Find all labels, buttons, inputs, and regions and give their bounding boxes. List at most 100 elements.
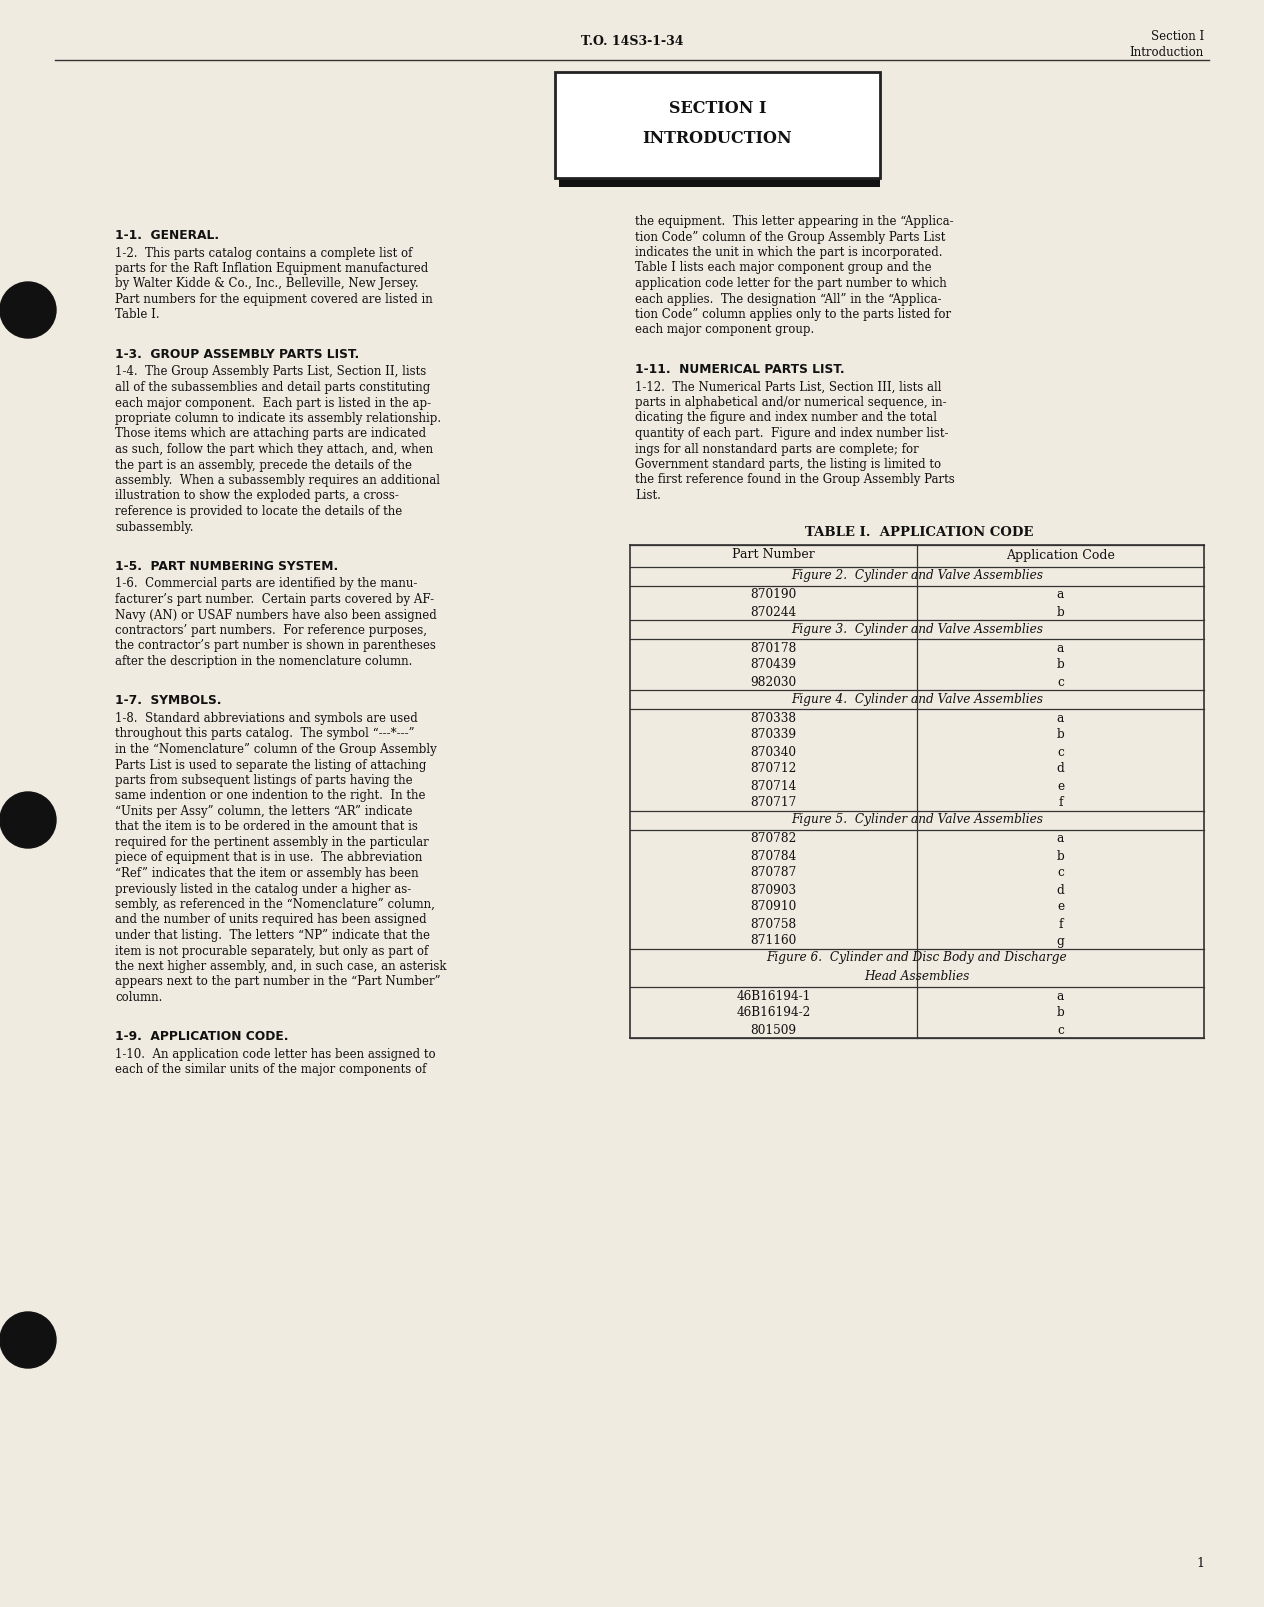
Text: d: d — [1057, 762, 1064, 776]
Text: a: a — [1057, 641, 1064, 654]
Text: as such, follow the part which they attach, and, when: as such, follow the part which they atta… — [115, 444, 434, 456]
Text: 46B16194-1: 46B16194-1 — [737, 990, 810, 1003]
Text: all of the subassemblies and detail parts constituting: all of the subassemblies and detail part… — [115, 381, 430, 394]
Text: parts for the Raft Inflation Equipment manufactured: parts for the Raft Inflation Equipment m… — [115, 262, 428, 275]
Text: reference is provided to locate the details of the: reference is provided to locate the deta… — [115, 505, 402, 517]
Text: propriate column to indicate its assembly relationship.: propriate column to indicate its assembl… — [115, 411, 441, 424]
Text: Navy (AN) or USAF numbers have also been assigned: Navy (AN) or USAF numbers have also been… — [115, 609, 437, 622]
Text: 1-10.  An application code letter has been assigned to: 1-10. An application code letter has bee… — [115, 1048, 436, 1061]
Text: 870338: 870338 — [751, 712, 796, 725]
Text: indicates the unit in which the part is incorporated.: indicates the unit in which the part is … — [635, 246, 943, 259]
Text: Figure 6.  Cylinder and Disc Body and Discharge: Figure 6. Cylinder and Disc Body and Dis… — [767, 951, 1067, 964]
Text: the next higher assembly, and, in such case, an asterisk: the next higher assembly, and, in such c… — [115, 959, 446, 972]
Text: INTRODUCTION: INTRODUCTION — [642, 130, 793, 146]
Circle shape — [0, 1311, 56, 1368]
Text: the first reference found in the Group Assembly Parts: the first reference found in the Group A… — [635, 474, 954, 487]
Text: throughout this parts catalog.  The symbol “---*---”: throughout this parts catalog. The symbo… — [115, 728, 415, 741]
Text: SECTION I: SECTION I — [669, 100, 766, 117]
Text: 870782: 870782 — [751, 832, 796, 845]
Text: the equipment.  This letter appearing in the “Applica-: the equipment. This letter appearing in … — [635, 215, 953, 228]
Text: each major component group.: each major component group. — [635, 323, 814, 336]
Text: required for the pertinent assembly in the particular: required for the pertinent assembly in t… — [115, 836, 428, 848]
Text: g: g — [1057, 935, 1064, 948]
Text: 982030: 982030 — [751, 675, 796, 688]
Text: a: a — [1057, 588, 1064, 601]
Text: after the description in the nomenclature column.: after the description in the nomenclatur… — [115, 656, 412, 669]
Text: parts from subsequent listings of parts having the: parts from subsequent listings of parts … — [115, 775, 412, 787]
Text: 1-6.  Commercial parts are identified by the manu-: 1-6. Commercial parts are identified by … — [115, 577, 417, 590]
Text: previously listed in the catalog under a higher as-: previously listed in the catalog under a… — [115, 882, 411, 895]
Text: Government standard parts, the listing is limited to: Government standard parts, the listing i… — [635, 458, 942, 471]
Text: 870244: 870244 — [751, 606, 796, 619]
Text: application code letter for the part number to which: application code letter for the part num… — [635, 276, 947, 289]
Text: 870439: 870439 — [751, 659, 796, 672]
Text: Figure 4.  Cylinder and Valve Assemblies: Figure 4. Cylinder and Valve Assemblies — [791, 693, 1043, 705]
Text: Parts List is used to separate the listing of attaching: Parts List is used to separate the listi… — [115, 759, 426, 771]
Text: c: c — [1057, 746, 1064, 759]
Text: b: b — [1057, 659, 1064, 672]
Text: by Walter Kidde & Co., Inc., Belleville, New Jersey.: by Walter Kidde & Co., Inc., Belleville,… — [115, 278, 418, 291]
Text: the part is an assembly, precede the details of the: the part is an assembly, precede the det… — [115, 458, 412, 471]
Text: 870758: 870758 — [751, 918, 796, 930]
Text: 870340: 870340 — [751, 746, 796, 759]
Text: appears next to the part number in the “Part Number”: appears next to the part number in the “… — [115, 975, 441, 988]
Bar — [555, 72, 880, 178]
Text: 1-7.  SYMBOLS.: 1-7. SYMBOLS. — [115, 694, 221, 707]
Text: tion Code” column of the Group Assembly Parts List: tion Code” column of the Group Assembly … — [635, 230, 945, 244]
Text: each of the similar units of the major components of: each of the similar units of the major c… — [115, 1064, 426, 1077]
Bar — [559, 178, 880, 186]
Circle shape — [0, 281, 56, 337]
Text: illustration to show the exploded parts, a cross-: illustration to show the exploded parts,… — [115, 490, 399, 503]
Text: 1-12.  The Numerical Parts List, Section III, lists all: 1-12. The Numerical Parts List, Section … — [635, 381, 942, 394]
Text: “Units per Assy” column, the letters “AR” indicate: “Units per Assy” column, the letters “AR… — [115, 805, 412, 818]
Text: e: e — [1057, 900, 1064, 913]
Text: 46B16194-2: 46B16194-2 — [737, 1006, 810, 1019]
Text: b: b — [1057, 728, 1064, 741]
Text: a: a — [1057, 712, 1064, 725]
Text: 1-3.  GROUP ASSEMBLY PARTS LIST.: 1-3. GROUP ASSEMBLY PARTS LIST. — [115, 349, 359, 362]
Text: 1-4.  The Group Assembly Parts List, Section II, lists: 1-4. The Group Assembly Parts List, Sect… — [115, 365, 426, 379]
Text: 1-5.  PART NUMBERING SYSTEM.: 1-5. PART NUMBERING SYSTEM. — [115, 559, 339, 574]
Text: 870190: 870190 — [751, 588, 796, 601]
Text: a: a — [1057, 832, 1064, 845]
Text: Section I: Section I — [1150, 31, 1205, 43]
Text: c: c — [1057, 1024, 1064, 1037]
Text: 1-2.  This parts catalog contains a complete list of: 1-2. This parts catalog contains a compl… — [115, 246, 412, 259]
Text: Table I lists each major component group and the: Table I lists each major component group… — [635, 262, 932, 275]
Text: 1: 1 — [1196, 1557, 1205, 1570]
Text: 870178: 870178 — [751, 641, 796, 654]
Text: List.: List. — [635, 489, 661, 501]
Text: 1-11.  NUMERICAL PARTS LIST.: 1-11. NUMERICAL PARTS LIST. — [635, 363, 844, 376]
Text: f: f — [1058, 797, 1063, 810]
Text: Figure 2.  Cylinder and Valve Assemblies: Figure 2. Cylinder and Valve Assemblies — [791, 569, 1043, 582]
Text: Those items which are attaching parts are indicated: Those items which are attaching parts ar… — [115, 427, 426, 440]
Text: 870714: 870714 — [751, 779, 796, 792]
Text: tion Code” column applies only to the parts listed for: tion Code” column applies only to the pa… — [635, 309, 951, 321]
Text: 870712: 870712 — [751, 762, 796, 776]
Text: Part numbers for the equipment covered are listed in: Part numbers for the equipment covered a… — [115, 292, 432, 305]
Text: that the item is to be ordered in the amount that is: that the item is to be ordered in the am… — [115, 821, 418, 834]
Text: column.: column. — [115, 992, 162, 1004]
Text: Table I.: Table I. — [115, 309, 159, 321]
Text: a: a — [1057, 990, 1064, 1003]
Text: 871160: 871160 — [751, 935, 796, 948]
Text: 870787: 870787 — [751, 866, 796, 879]
Text: 870339: 870339 — [751, 728, 796, 741]
Text: facturer’s part number.  Certain parts covered by AF-: facturer’s part number. Certain parts co… — [115, 593, 434, 606]
Text: 801509: 801509 — [751, 1024, 796, 1037]
Text: b: b — [1057, 1006, 1064, 1019]
Text: piece of equipment that is in use.  The abbreviation: piece of equipment that is in use. The a… — [115, 852, 422, 865]
Text: dicating the figure and index number and the total: dicating the figure and index number and… — [635, 411, 937, 424]
Text: 870903: 870903 — [751, 884, 796, 897]
Text: sembly, as referenced in the “Nomenclature” column,: sembly, as referenced in the “Nomenclatu… — [115, 898, 435, 911]
Text: Head Assemblies: Head Assemblies — [865, 971, 969, 983]
Text: parts in alphabetical and/or numerical sequence, in-: parts in alphabetical and/or numerical s… — [635, 395, 947, 410]
Text: item is not procurable separately, but only as part of: item is not procurable separately, but o… — [115, 945, 428, 958]
Text: contractors’ part numbers.  For reference purposes,: contractors’ part numbers. For reference… — [115, 624, 427, 636]
Text: quantity of each part.  Figure and index number list-: quantity of each part. Figure and index … — [635, 427, 948, 440]
Text: c: c — [1057, 866, 1064, 879]
Text: “Ref” indicates that the item or assembly has been: “Ref” indicates that the item or assembl… — [115, 868, 418, 881]
Text: and the number of units required has been assigned: and the number of units required has bee… — [115, 913, 427, 927]
Text: Introduction: Introduction — [1130, 47, 1205, 59]
Text: subassembly.: subassembly. — [115, 521, 193, 534]
